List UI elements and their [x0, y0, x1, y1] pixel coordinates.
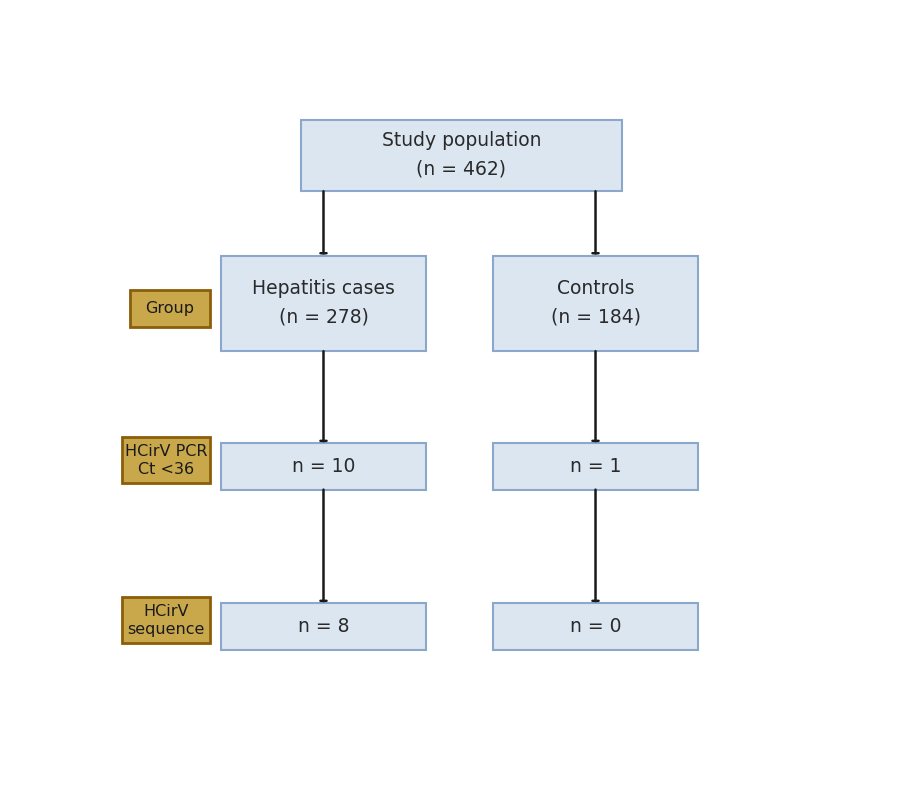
- Text: n = 10: n = 10: [292, 457, 356, 476]
- FancyBboxPatch shape: [122, 437, 211, 483]
- FancyBboxPatch shape: [301, 121, 622, 191]
- FancyBboxPatch shape: [492, 603, 698, 650]
- FancyBboxPatch shape: [492, 256, 698, 352]
- FancyBboxPatch shape: [492, 443, 698, 490]
- Text: n = 0: n = 0: [570, 617, 621, 636]
- Text: Controls: Controls: [557, 279, 634, 298]
- Text: n = 8: n = 8: [298, 617, 349, 636]
- Text: Hepatitis cases: Hepatitis cases: [252, 279, 395, 298]
- FancyBboxPatch shape: [130, 290, 211, 327]
- Text: (n = 278): (n = 278): [279, 308, 368, 327]
- Text: Study population: Study population: [382, 131, 541, 150]
- FancyBboxPatch shape: [220, 443, 427, 490]
- FancyBboxPatch shape: [122, 598, 211, 643]
- Text: HCirV
sequence: HCirV sequence: [127, 604, 204, 637]
- FancyBboxPatch shape: [220, 603, 427, 650]
- Text: (n = 184): (n = 184): [551, 308, 641, 327]
- FancyBboxPatch shape: [220, 256, 427, 352]
- Text: (n = 462): (n = 462): [416, 160, 506, 179]
- Text: n = 1: n = 1: [570, 457, 621, 476]
- Text: Group: Group: [146, 300, 194, 316]
- Text: HCirV PCR
Ct <36: HCirV PCR Ct <36: [124, 444, 207, 477]
